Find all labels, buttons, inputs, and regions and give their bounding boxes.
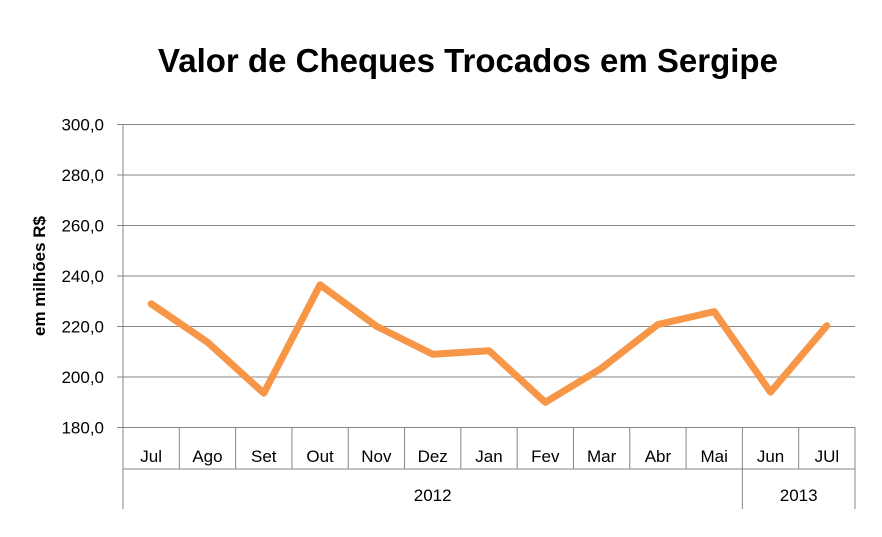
x-axis: Jul Ago Set Out Nov Dez Jan Fev Mar Abr Mai Jun JUl 2… (122, 427, 856, 509)
x-tick-label: Nov (361, 447, 392, 466)
x-group-label: 2012 (414, 486, 452, 505)
x-tick-label: Dez (418, 447, 448, 466)
y-tick-label: 300,0 (61, 116, 104, 135)
chart-title: Valor de Cheques Trocados em Sergipe (158, 42, 778, 79)
x-tick-label: Fev (531, 447, 560, 466)
series-layer (147, 281, 831, 406)
x-tick-label: Jul (140, 447, 162, 466)
x-group-label: 2013 (780, 486, 818, 505)
x-tick-label: Ago (192, 447, 222, 466)
series-line (147, 281, 831, 406)
y-tick-label: 220,0 (61, 318, 104, 337)
y-tick-label: 260,0 (61, 217, 104, 236)
y-tick-label: 240,0 (61, 267, 104, 286)
x-tick-label: Mai (701, 447, 728, 466)
gridlines (123, 124, 855, 378)
x-tick-label: Abr (645, 447, 672, 466)
y-tick-label: 280,0 (61, 166, 104, 185)
x-tick-label: Jan (475, 447, 502, 466)
y-tick-label: 180,0 (61, 419, 104, 438)
y-axis-label: em milhões R$ (30, 215, 49, 336)
x-tick-label: Out (306, 447, 334, 466)
y-tick-label: 200,0 (61, 368, 104, 387)
x-tick-label: JUl (815, 447, 840, 466)
x-tick-label: Jun (757, 447, 784, 466)
y-axis: 180,0 200,0 220,0 240,0 260,0 280,0 300,0 (61, 116, 124, 438)
x-tick-label: Mar (587, 447, 617, 466)
x-tick-label: Set (251, 447, 277, 466)
